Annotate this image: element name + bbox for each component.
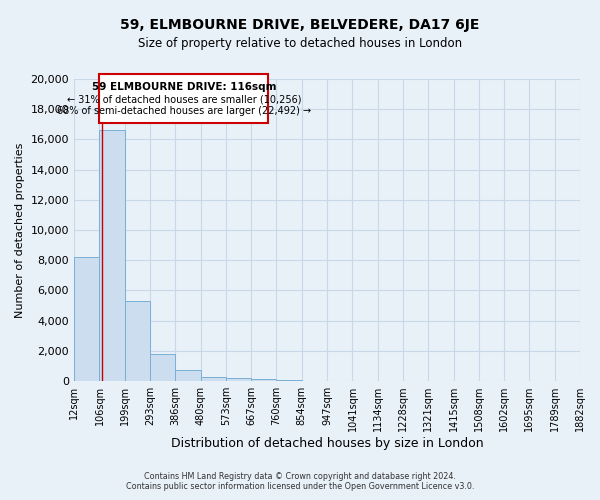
Text: Contains HM Land Registry data © Crown copyright and database right 2024.: Contains HM Land Registry data © Crown c… bbox=[144, 472, 456, 481]
Y-axis label: Number of detached properties: Number of detached properties bbox=[15, 142, 25, 318]
Text: 59 ELMBOURNE DRIVE: 116sqm: 59 ELMBOURNE DRIVE: 116sqm bbox=[92, 82, 276, 92]
Text: Size of property relative to detached houses in London: Size of property relative to detached ho… bbox=[138, 38, 462, 51]
Text: ← 31% of detached houses are smaller (10,256): ← 31% of detached houses are smaller (10… bbox=[67, 94, 301, 104]
Text: Contains public sector information licensed under the Open Government Licence v3: Contains public sector information licen… bbox=[126, 482, 474, 491]
Bar bbox=[200, 376, 226, 381]
Bar bbox=[125, 301, 150, 381]
X-axis label: Distribution of detached houses by size in London: Distribution of detached houses by size … bbox=[171, 437, 484, 450]
Bar bbox=[100, 130, 125, 381]
Bar bbox=[226, 378, 251, 381]
Bar bbox=[175, 370, 200, 381]
Bar bbox=[100, 74, 268, 123]
Bar bbox=[150, 354, 175, 381]
Text: 68% of semi-detached houses are larger (22,492) →: 68% of semi-detached houses are larger (… bbox=[57, 106, 311, 116]
Bar bbox=[251, 379, 277, 381]
Bar bbox=[277, 380, 302, 381]
Bar bbox=[74, 257, 100, 381]
Text: 59, ELMBOURNE DRIVE, BELVEDERE, DA17 6JE: 59, ELMBOURNE DRIVE, BELVEDERE, DA17 6JE bbox=[121, 18, 479, 32]
